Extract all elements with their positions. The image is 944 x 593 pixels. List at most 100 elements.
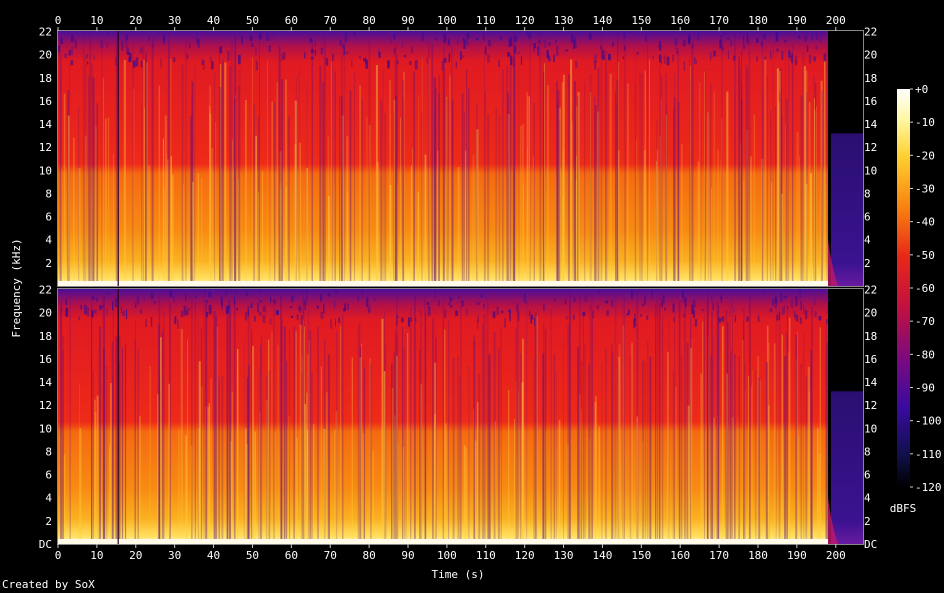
speckle: [339, 39, 342, 46]
transient-streak: [229, 66, 231, 286]
transient-streak: [589, 305, 591, 544]
transient-streak: [556, 81, 558, 286]
transient-streak: [335, 410, 338, 544]
transient-streak: [433, 77, 436, 286]
speckle: [228, 300, 230, 310]
transient-streak: [281, 319, 283, 544]
speckle: [367, 305, 371, 314]
transient-streak: [261, 336, 263, 544]
transient-streak: [474, 440, 477, 544]
speckle: [514, 35, 518, 42]
speckle: [662, 294, 665, 303]
speckle: [129, 53, 132, 62]
transient-streak: [62, 335, 64, 544]
speckle: [92, 296, 95, 300]
x-tick-label: 0: [55, 14, 62, 27]
speckle: [600, 45, 603, 50]
speckle: [783, 40, 787, 43]
transient-streak: [515, 381, 517, 544]
speckle: [219, 46, 222, 54]
transient-streak: [746, 68, 749, 286]
transient-streak: [438, 75, 440, 286]
transient-streak: [765, 362, 768, 544]
transient-streak: [347, 192, 348, 286]
x-tick-label: 200: [826, 14, 846, 27]
speckle: [393, 48, 396, 54]
speckle: [259, 289, 263, 292]
transient-streak: [109, 444, 111, 544]
transient-streak: [533, 102, 535, 286]
transient-streak: [354, 72, 355, 286]
transient-streak: [341, 96, 343, 286]
transient-streak: [351, 357, 353, 544]
speckle: [143, 294, 145, 302]
transient-streak: [424, 291, 427, 544]
transient-streak: [139, 416, 141, 544]
speckle: [64, 53, 68, 58]
y-tick-label-left: 8: [45, 445, 52, 458]
speckle: [106, 42, 108, 48]
speckle: [134, 304, 137, 309]
transient-streak: [461, 93, 464, 286]
transient-streak: [160, 337, 162, 544]
colorbar-gradient: [897, 89, 910, 487]
transient-streak: [569, 310, 571, 544]
transient-streak: [306, 392, 308, 544]
transient-streak: [699, 82, 701, 286]
speckle: [247, 306, 249, 316]
transient-streak: [515, 328, 517, 544]
speckle: [236, 307, 238, 311]
transient-streak: [734, 354, 736, 544]
speckle: [128, 57, 131, 62]
transient-streak: [684, 297, 686, 544]
speckle: [798, 35, 801, 40]
speckle: [692, 299, 696, 308]
speckle: [257, 303, 259, 313]
speckle: [815, 46, 818, 50]
speckle: [783, 305, 786, 315]
transient-streak: [709, 83, 712, 286]
transient-streak: [274, 102, 276, 286]
transient-streak: [674, 73, 676, 286]
transient-streak: [726, 91, 729, 286]
speckle: [255, 47, 257, 55]
transient-streak: [363, 361, 365, 544]
transient-streak: [529, 96, 530, 286]
transient-streak: [743, 308, 745, 544]
transient-streak: [309, 330, 312, 544]
speckle: [746, 316, 749, 322]
speckle: [582, 311, 586, 317]
transient-streak: [170, 58, 172, 286]
transient-streak: [343, 40, 346, 286]
transient-streak: [162, 138, 164, 286]
speckle: [249, 303, 253, 308]
transient-streak: [232, 140, 234, 286]
speckle: [477, 315, 479, 323]
speckle: [806, 45, 809, 52]
transient-streak: [558, 420, 561, 544]
transient-streak: [658, 303, 661, 544]
speckle: [695, 60, 697, 64]
transient-streak: [738, 57, 740, 286]
x-tick-label: 0: [55, 549, 62, 562]
transient-streak: [788, 351, 790, 544]
transient-streak: [420, 383, 423, 544]
transient-streak: [459, 377, 461, 544]
speckle: [106, 307, 108, 317]
transient-streak: [800, 95, 803, 286]
transient-streak: [171, 174, 174, 286]
transient-streak: [214, 71, 216, 286]
transient-streak: [359, 357, 362, 544]
y-tick-label-left: 4: [45, 234, 52, 247]
speckle: [220, 296, 223, 306]
speckle: [447, 39, 450, 46]
transient-streak: [567, 74, 570, 286]
transient-streak: [428, 58, 430, 286]
transient-streak: [230, 40, 233, 286]
speckle: [498, 59, 500, 67]
x-tick-label: 160: [670, 14, 690, 27]
transient-streak: [673, 107, 675, 286]
transient-streak: [191, 96, 193, 286]
speckle: [225, 305, 229, 314]
transient-streak: [600, 32, 603, 286]
